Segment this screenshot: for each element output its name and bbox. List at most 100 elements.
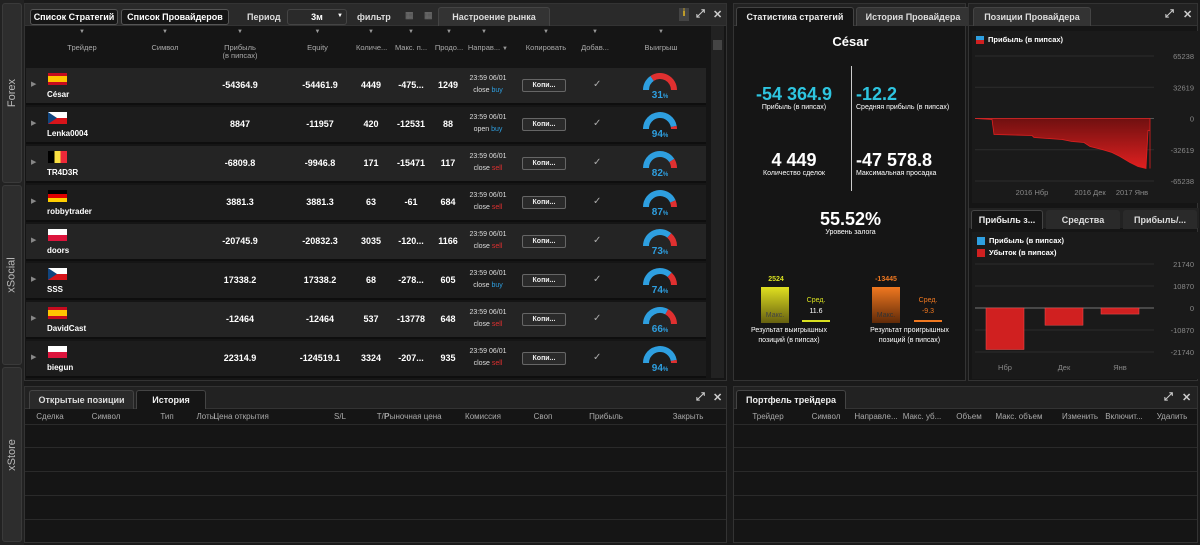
expand-row-icon[interactable]: ▶	[31, 81, 37, 88]
scrollbar-thumb[interactable]	[713, 40, 722, 50]
history-column-header[interactable]: Прибыль	[589, 412, 623, 421]
info-icon[interactable]: i	[679, 8, 689, 21]
history-column-header[interactable]: Цена открытия	[213, 412, 269, 421]
trader-name[interactable]: robbytrader	[47, 207, 92, 216]
column-header[interactable]: Трейдер	[67, 43, 97, 52]
close-icon[interactable]: ✕	[1183, 9, 1193, 21]
column-header[interactable]: Макс. п...	[394, 43, 428, 52]
filter-icon[interactable]: ▦	[405, 10, 414, 20]
expand-icon[interactable]: ⤢	[696, 8, 705, 20]
close-icon[interactable]: ✕	[1182, 392, 1192, 404]
portfolio-column-header[interactable]: Макс. объем	[995, 412, 1043, 421]
copy-button[interactable]: Копи...	[522, 196, 566, 209]
column-header[interactable]: Прибыль (в пипсах)	[222, 43, 258, 60]
trader-name[interactable]: Lenka0004	[47, 129, 88, 138]
portfolio-column-header[interactable]: Макс. уб...	[902, 412, 942, 421]
portfolio-column-header[interactable]: Изменить	[1061, 412, 1099, 421]
expand-row-icon[interactable]: ▶	[31, 198, 37, 205]
add-checkmark-icon[interactable]: ✓	[593, 157, 602, 168]
sort-arrow-icon[interactable]: ▼	[314, 29, 321, 35]
copy-button[interactable]: Копи...	[522, 313, 566, 326]
history-column-header[interactable]: Лоты	[196, 412, 216, 421]
portfolio-column-header[interactable]: Удалить	[1156, 412, 1188, 421]
trader-name[interactable]: DavidCast	[47, 324, 87, 333]
providers-list-button[interactable]: Список Провайдеров	[121, 9, 229, 25]
expand-icon[interactable]: ⤢	[696, 391, 705, 403]
sort-arrow-icon[interactable]: ▼	[446, 29, 452, 35]
copy-button[interactable]: Копи...	[522, 118, 566, 131]
sort-arrow-icon[interactable]: ▼	[502, 46, 508, 52]
column-header[interactable]: Equity	[307, 43, 328, 52]
copy-button[interactable]: Копи...	[522, 157, 566, 170]
copy-button[interactable]: Копи...	[522, 274, 566, 287]
close-icon[interactable]: ✕	[713, 9, 723, 21]
side-tab-xsocial[interactable]: xSocial	[2, 185, 22, 365]
sort-arrow-icon[interactable]: ▼	[368, 29, 374, 35]
column-header[interactable]: Направ...	[467, 43, 501, 52]
column-header[interactable]: Количе...	[356, 43, 388, 52]
trader-name[interactable]: César	[47, 90, 70, 99]
side-tab-xstore[interactable]: xStore	[2, 367, 22, 542]
expand-icon[interactable]: ⤢	[1164, 391, 1173, 403]
portfolio-column-header[interactable]: Направле...	[854, 412, 898, 421]
tab-profit-ratio[interactable]: Прибыль/...	[1123, 210, 1197, 229]
sort-arrow-icon[interactable]: ▼	[481, 29, 487, 35]
tab-provider-history[interactable]: История Провайдера	[856, 7, 970, 26]
expand-row-icon[interactable]: ▶	[31, 276, 37, 283]
sort-arrow-icon[interactable]: ▼	[162, 29, 168, 35]
column-header[interactable]: Продо...	[434, 43, 464, 52]
add-checkmark-icon[interactable]: ✓	[593, 79, 602, 90]
history-column-header[interactable]: T/P	[376, 412, 390, 421]
sort-arrow-icon[interactable]: ▼	[408, 29, 414, 35]
expand-icon[interactable]: ⤢	[1165, 8, 1174, 20]
sort-arrow-icon[interactable]: ▼	[237, 29, 243, 35]
tab-trader-portfolio[interactable]: Портфель трейдера	[736, 390, 846, 409]
history-column-header[interactable]: Рыночная цена	[384, 412, 442, 421]
strategies-list-button[interactable]: Список Стратегий	[30, 9, 118, 25]
expand-row-icon[interactable]: ▶	[31, 120, 37, 127]
column-header[interactable]: Копировать	[525, 43, 567, 52]
portfolio-column-header[interactable]: Трейдер	[752, 412, 784, 421]
copy-button[interactable]: Копи...	[522, 79, 566, 92]
table-row[interactable]: ▶ Lenka0004 8847 -11957 420 -12531 88 23:59 06/…	[26, 107, 706, 144]
table-row[interactable]: ▶ DavidCast -12464 -12464 537 -13778 648 23:59 …	[26, 302, 706, 339]
market-sentiment-tab[interactable]: Настроение рынка	[438, 7, 550, 26]
add-checkmark-icon[interactable]: ✓	[593, 196, 602, 207]
expand-row-icon[interactable]: ▶	[31, 354, 37, 361]
period-select[interactable]: 3м ▼	[287, 9, 347, 25]
side-tab-forex[interactable]: Forex	[2, 3, 22, 183]
table-row[interactable]: ▶ TR4D3R -6809.8 -9946.8 171 -15471 117 23:59 0…	[26, 146, 706, 183]
table-row[interactable]: ▶ SSS 17338.2 17338.2 68 -278... 605 23:59 06/0…	[26, 263, 706, 300]
column-header[interactable]: Выигрыш	[644, 43, 678, 52]
expand-row-icon[interactable]: ▶	[31, 237, 37, 244]
close-icon[interactable]: ✕	[713, 392, 723, 404]
expand-row-icon[interactable]: ▶	[31, 315, 37, 322]
table-row[interactable]: ▶ doors -20745.9 -20832.3 3035 -120... 1166 23:…	[26, 224, 706, 261]
column-header[interactable]: Добав...	[581, 43, 609, 52]
expand-row-icon[interactable]: ▶	[31, 159, 37, 166]
sort-arrow-icon[interactable]: ▼	[79, 29, 85, 35]
copy-button[interactable]: Копи...	[522, 352, 566, 365]
add-checkmark-icon[interactable]: ✓	[593, 274, 602, 285]
tab-provider-positions[interactable]: Позиции Провайдера	[973, 7, 1091, 26]
add-checkmark-icon[interactable]: ✓	[593, 235, 602, 246]
table-scrollbar[interactable]	[711, 26, 724, 378]
table-row[interactable]: ▶ robbytrader 3881.3 3881.3 63 -61 684 23:59 06…	[26, 185, 706, 222]
tab-equity[interactable]: Средства	[1046, 210, 1120, 229]
history-column-header[interactable]: Тип	[160, 412, 174, 421]
sort-arrow-icon[interactable]: ▼	[592, 29, 598, 35]
tab-strategy-stats[interactable]: Статистика стратегий	[736, 7, 854, 26]
table-row[interactable]: ▶ César -54364.9 -54461.9 4449 -475... 1249 23:…	[26, 68, 706, 105]
history-column-header[interactable]: Символ	[91, 412, 121, 421]
portfolio-column-header[interactable]: Символ	[811, 412, 841, 421]
filter-clear-icon[interactable]: ▦	[424, 10, 433, 20]
column-header[interactable]: Символ	[151, 43, 179, 52]
portfolio-column-header[interactable]: Объем	[956, 412, 982, 421]
trader-name[interactable]: SSS	[47, 285, 64, 294]
history-column-header[interactable]: Закрыть	[672, 412, 704, 421]
tab-profit-by[interactable]: Прибыль з...	[971, 210, 1043, 229]
portfolio-column-header[interactable]: Включит...	[1105, 412, 1143, 421]
sort-arrow-icon[interactable]: ▼	[543, 29, 549, 35]
tab-open-positions[interactable]: Открытые позиции	[29, 390, 134, 409]
add-checkmark-icon[interactable]: ✓	[593, 118, 602, 129]
